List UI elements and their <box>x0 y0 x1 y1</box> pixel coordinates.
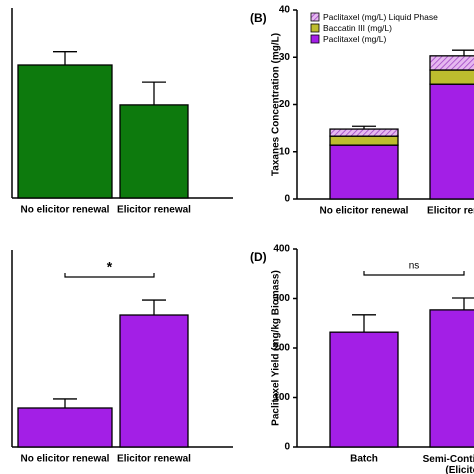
y-tick-label: 200 <box>273 343 290 354</box>
x-tick-label: Elicitor renewal <box>117 205 191 216</box>
error-bar <box>53 398 77 408</box>
y-tick-label: 10 <box>279 146 291 157</box>
bar-segment <box>429 55 474 71</box>
legend-swatch <box>310 12 320 22</box>
error-bar <box>452 297 474 310</box>
bar <box>119 314 189 448</box>
y-tick-label: 20 <box>279 99 291 110</box>
y-tick-label: 100 <box>273 392 290 403</box>
y-tick-label: 400 <box>273 244 290 255</box>
y-tick-label: 30 <box>279 52 291 63</box>
legend-swatch <box>310 34 320 44</box>
y-axis-label: Taxanes Concentration (mg/L) <box>271 33 282 176</box>
y-axis-label: Paclitaxel Yield (mg/kg Biomass) <box>271 270 282 426</box>
bar-segment <box>429 69 474 85</box>
bar-segment <box>429 83 474 200</box>
legend-label: Paclitaxel (mg/L) <box>323 34 386 44</box>
panel-label: (B) <box>250 11 267 25</box>
error-bar <box>142 299 166 316</box>
bar <box>17 64 113 199</box>
y-tick-label: 300 <box>273 293 290 304</box>
x-tick-label: No elicitor renewal <box>21 454 110 465</box>
y-tick-label: 0 <box>284 194 290 205</box>
x-tick-label: Elicitor renewal <box>427 206 474 217</box>
bar <box>17 407 113 448</box>
x-tick-label: Elicitor renewal <box>117 454 191 465</box>
error-bar <box>352 125 376 130</box>
significance-label: ns <box>409 261 420 272</box>
bar-segment <box>329 128 399 137</box>
y-tick-label: 0 <box>284 442 290 453</box>
x-tick-label: Batch <box>350 454 378 465</box>
bar <box>119 104 189 199</box>
error-bar <box>352 314 376 333</box>
legend-label: Paclitaxel (mg/L) Liquid Phase <box>323 12 438 22</box>
error-bar <box>142 81 166 105</box>
legend-swatch <box>310 23 320 33</box>
significance-label: * <box>107 259 113 275</box>
panel-label: (D) <box>250 250 267 264</box>
significance-bracket <box>363 271 465 276</box>
x-tick-label: No elicitor renewal <box>21 205 110 216</box>
bar-segment <box>329 144 399 200</box>
y-tick-label: 40 <box>279 5 291 16</box>
bar <box>329 331 399 448</box>
x-tick-label: No elicitor renewal <box>320 206 409 217</box>
error-bar <box>53 51 77 65</box>
bar <box>429 309 474 448</box>
error-bar <box>452 49 474 56</box>
bar-segment <box>329 135 399 146</box>
legend-label: Baccatin III (mg/L) <box>323 23 392 33</box>
significance-bracket <box>64 273 155 278</box>
